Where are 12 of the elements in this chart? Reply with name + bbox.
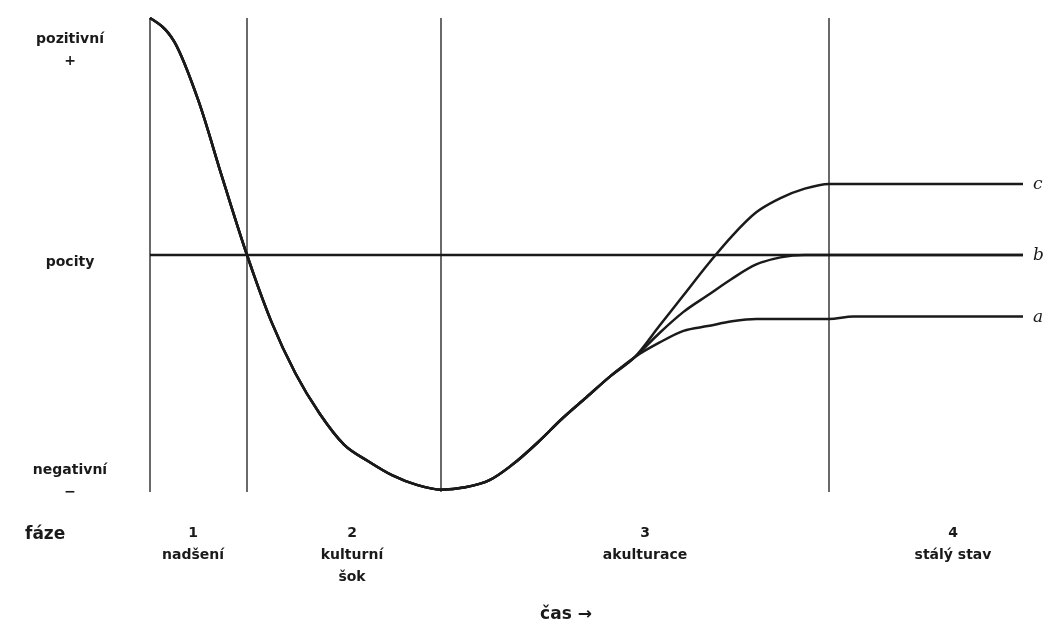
text: fáze (25, 523, 66, 543)
text: 4 stálý stav (914, 524, 992, 562)
series-label: c (1033, 172, 1043, 193)
text: čas → (540, 603, 592, 623)
series-label: a (1033, 305, 1044, 326)
text: negativní − (32, 461, 109, 499)
text: 1 nadšení (161, 524, 226, 562)
text: pozitivní + (36, 30, 106, 68)
text: pocity (45, 253, 95, 269)
series-label: b (1033, 244, 1044, 264)
text: 2 kulturní šok (320, 524, 385, 584)
text: 3 akulturace (602, 524, 688, 562)
